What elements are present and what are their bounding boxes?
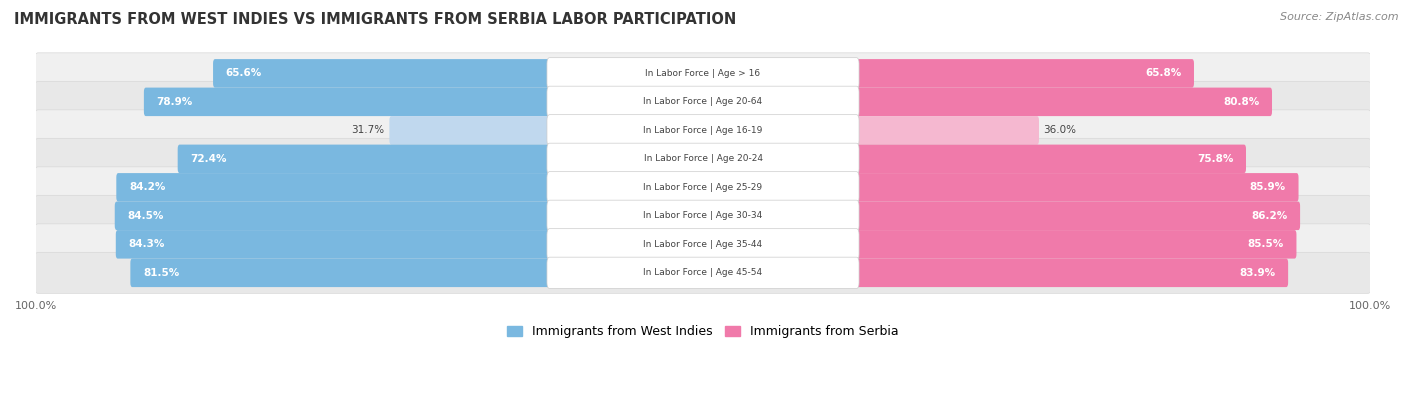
FancyBboxPatch shape <box>848 116 1039 145</box>
FancyBboxPatch shape <box>848 259 1288 287</box>
Text: 81.5%: 81.5% <box>143 268 180 278</box>
FancyBboxPatch shape <box>214 59 558 88</box>
Text: 75.8%: 75.8% <box>1197 154 1233 164</box>
FancyBboxPatch shape <box>848 59 1194 88</box>
Text: 72.4%: 72.4% <box>190 154 226 164</box>
Text: In Labor Force | Age 20-24: In Labor Force | Age 20-24 <box>644 154 762 164</box>
Text: In Labor Force | Age 30-34: In Labor Force | Age 30-34 <box>644 211 762 220</box>
FancyBboxPatch shape <box>34 53 1372 94</box>
FancyBboxPatch shape <box>547 200 859 231</box>
Text: 65.6%: 65.6% <box>226 68 262 78</box>
FancyBboxPatch shape <box>34 195 1372 236</box>
FancyBboxPatch shape <box>131 259 558 287</box>
Text: 84.2%: 84.2% <box>129 182 166 192</box>
FancyBboxPatch shape <box>115 201 558 230</box>
FancyBboxPatch shape <box>547 229 859 260</box>
Text: In Labor Force | Age 25-29: In Labor Force | Age 25-29 <box>644 183 762 192</box>
Text: 85.5%: 85.5% <box>1247 239 1284 249</box>
FancyBboxPatch shape <box>34 224 1372 265</box>
FancyBboxPatch shape <box>143 88 558 116</box>
FancyBboxPatch shape <box>547 257 859 288</box>
FancyBboxPatch shape <box>547 86 859 118</box>
FancyBboxPatch shape <box>848 201 1301 230</box>
Text: 31.7%: 31.7% <box>352 125 385 135</box>
Text: 86.2%: 86.2% <box>1251 211 1288 221</box>
FancyBboxPatch shape <box>34 81 1372 122</box>
FancyBboxPatch shape <box>389 116 558 145</box>
FancyBboxPatch shape <box>848 173 1299 201</box>
FancyBboxPatch shape <box>115 230 558 259</box>
Text: In Labor Force | Age 16-19: In Labor Force | Age 16-19 <box>644 126 762 135</box>
FancyBboxPatch shape <box>848 230 1296 259</box>
Text: 36.0%: 36.0% <box>1043 125 1077 135</box>
Text: 65.8%: 65.8% <box>1144 68 1181 78</box>
Text: In Labor Force | Age 35-44: In Labor Force | Age 35-44 <box>644 240 762 249</box>
Text: In Labor Force | Age 45-54: In Labor Force | Age 45-54 <box>644 268 762 277</box>
FancyBboxPatch shape <box>34 252 1372 293</box>
FancyBboxPatch shape <box>848 88 1272 116</box>
FancyBboxPatch shape <box>848 145 1246 173</box>
Legend: Immigrants from West Indies, Immigrants from Serbia: Immigrants from West Indies, Immigrants … <box>502 320 904 343</box>
Text: 78.9%: 78.9% <box>156 97 193 107</box>
FancyBboxPatch shape <box>547 115 859 146</box>
FancyBboxPatch shape <box>547 172 859 203</box>
FancyBboxPatch shape <box>547 143 859 175</box>
FancyBboxPatch shape <box>34 167 1372 208</box>
Text: 85.9%: 85.9% <box>1250 182 1286 192</box>
FancyBboxPatch shape <box>34 138 1372 179</box>
FancyBboxPatch shape <box>547 58 859 89</box>
Text: Source: ZipAtlas.com: Source: ZipAtlas.com <box>1281 12 1399 22</box>
Text: 84.5%: 84.5% <box>128 211 163 221</box>
Text: 84.3%: 84.3% <box>128 239 165 249</box>
FancyBboxPatch shape <box>117 173 558 201</box>
Text: In Labor Force | Age > 16: In Labor Force | Age > 16 <box>645 69 761 78</box>
FancyBboxPatch shape <box>34 110 1372 151</box>
Text: 83.9%: 83.9% <box>1239 268 1275 278</box>
Text: 80.8%: 80.8% <box>1223 97 1260 107</box>
Text: In Labor Force | Age 20-64: In Labor Force | Age 20-64 <box>644 97 762 106</box>
Text: IMMIGRANTS FROM WEST INDIES VS IMMIGRANTS FROM SERBIA LABOR PARTICIPATION: IMMIGRANTS FROM WEST INDIES VS IMMIGRANT… <box>14 12 737 27</box>
FancyBboxPatch shape <box>177 145 558 173</box>
